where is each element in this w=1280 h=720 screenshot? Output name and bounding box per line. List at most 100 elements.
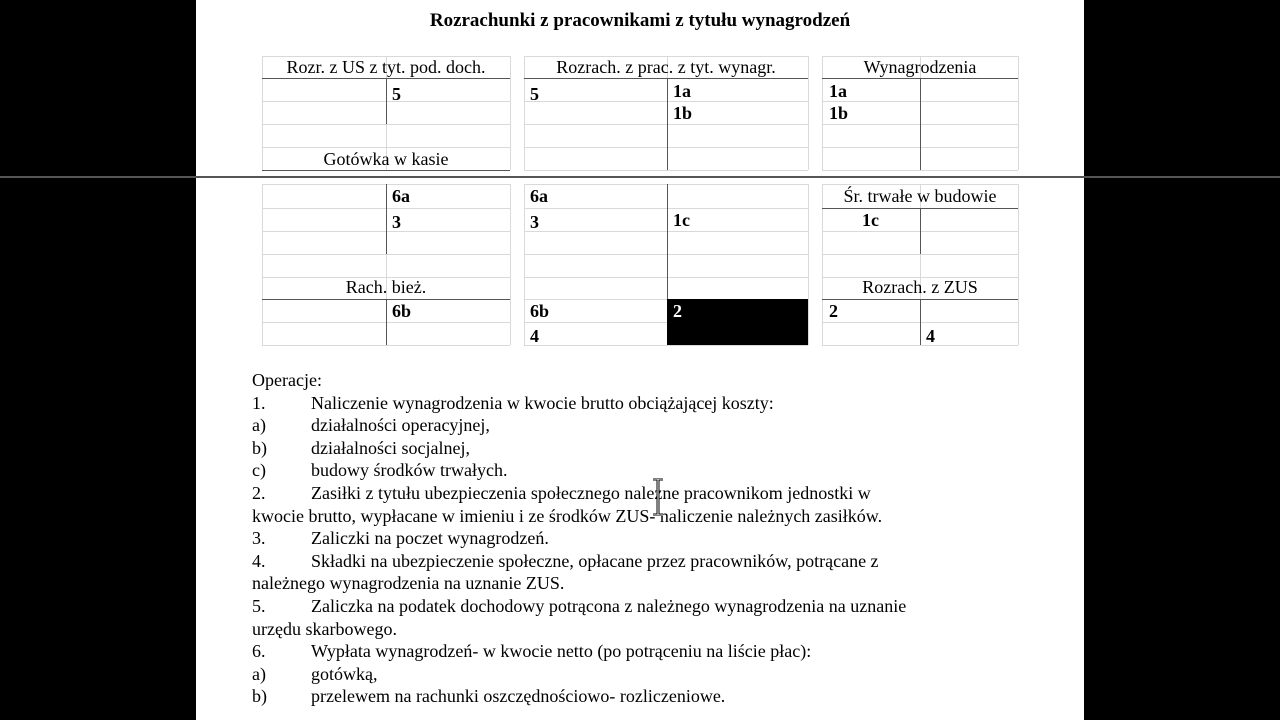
operation-line: 6. Wypłata wynagrodzeń- w kwocie netto (p… — [252, 640, 1052, 663]
operation-text: należnego wynagrodzenia na uznanie ZUS. — [252, 573, 565, 594]
operation-line: 5. Zaliczka na podatek dochodowy potrącon… — [252, 595, 1052, 618]
operation-line: urzędu skarbowego. — [252, 618, 1052, 641]
grid-line — [524, 208, 808, 209]
account-header-zus: Rozrach. z ZUS — [862, 277, 978, 297]
divider-line — [0, 176, 1280, 178]
operation-line: 4. Składki na ubezpieczenie społeczne, op… — [252, 550, 1052, 573]
entry: 1b — [673, 103, 693, 123]
selected-cell-block[interactable] — [667, 299, 808, 345]
operation-text: przelewem na rachunki oszczędnościowo- r… — [311, 686, 726, 707]
t-account-line — [920, 208, 921, 254]
operation-text: działalności operacyjnej, — [311, 415, 490, 436]
t-account-line — [386, 78, 387, 124]
t-account-line — [386, 184, 387, 254]
entry: 2 — [829, 301, 838, 321]
operation-line: Operacje: — [252, 369, 1052, 392]
grid-line — [1018, 56, 1019, 170]
account-header-rb: Rach. bież. — [345, 277, 427, 297]
operation-line: b) działalności socjalnej, — [252, 437, 1052, 460]
grid-line — [524, 170, 808, 171]
grid-line — [262, 184, 263, 345]
grid-line — [510, 184, 511, 345]
operation-line: należnego wynagrodzenia na uznanie ZUS. — [252, 572, 1052, 595]
operation-marker: a) — [252, 663, 266, 684]
operation-line: 1. Naliczenie wynagrodzenia w kwocie brut… — [252, 392, 1052, 415]
grid-line — [386, 184, 387, 345]
grid-line — [524, 322, 808, 323]
operation-marker: b) — [252, 686, 267, 707]
entry: 4 — [530, 326, 539, 346]
grid-line — [822, 345, 1018, 346]
operation-text: Zaliczka na podatek dochodowy potrącona … — [311, 595, 907, 616]
operation-text: Zasiłki z tytułu ubezpieczenia społeczne… — [311, 482, 871, 503]
operation-text: działalności socjalnej, — [311, 437, 470, 458]
operation-text: urzędu skarbowego. — [252, 618, 397, 639]
grid-line — [524, 231, 808, 232]
operation-text: Wypłata wynagrodzeń- w kwocie netto (po … — [311, 641, 812, 662]
entry: 1c — [862, 210, 879, 230]
entry: 6a — [392, 186, 410, 206]
grid-line — [524, 147, 808, 148]
operation-text: gotówką, — [311, 663, 378, 684]
account-header-kasa: Gotówka w kasie — [323, 149, 449, 169]
operation-marker: 2. — [252, 482, 266, 503]
operation-line: kwocie brutto, wypłacane w imieniu i ze … — [252, 505, 1052, 528]
grid-line — [808, 184, 809, 345]
entry: 3 — [392, 212, 401, 232]
operation-marker: c) — [252, 460, 266, 481]
entry: 1a — [829, 81, 847, 101]
t-account-line — [386, 299, 387, 345]
entry: 5 — [530, 84, 539, 104]
t-account-line — [524, 78, 808, 79]
entry: 6b — [530, 301, 550, 321]
grid-line — [920, 184, 921, 345]
page-title: Rozrachunki z pracownikami z tytułu wyna… — [429, 10, 851, 31]
grid-line — [822, 170, 1018, 171]
operation-marker: 6. — [252, 641, 266, 662]
grid-line — [262, 56, 263, 170]
operation-marker: 1. — [252, 392, 266, 413]
grid-line — [822, 184, 823, 345]
operation-text: Zaliczki na poczet wynagrodzeń. — [311, 528, 549, 549]
operation-marker: a) — [252, 415, 266, 436]
grid-line — [524, 184, 808, 185]
grid-line — [262, 345, 510, 346]
grid-line — [524, 345, 808, 346]
operation-text: Składki na ubezpieczenie społeczne, opła… — [311, 550, 879, 571]
grid-line — [524, 124, 808, 125]
operation-text: kwocie brutto, wypłacane w imieniu i ze … — [252, 505, 883, 526]
operation-marker: 4. — [252, 550, 266, 571]
entry: 4 — [926, 326, 935, 346]
entry: 1a — [673, 81, 691, 101]
grid-line — [510, 56, 511, 170]
operations-list: Operacje: 1. Naliczenie wynagrodzenia w kw… — [252, 369, 1052, 708]
operation-marker: Operacje: — [252, 370, 322, 390]
operation-line: a) gotówką, — [252, 663, 1052, 686]
account-header-prac: Rozrach. z prac. z tyt. wynagr. — [556, 57, 776, 77]
grid-line — [1018, 184, 1019, 345]
operation-marker: 5. — [252, 595, 266, 616]
entry: 1c — [673, 210, 690, 230]
t-account-line — [667, 78, 668, 170]
account-header-us: Rozr. z US z tyt. pod. doch. — [286, 57, 486, 77]
grid-line — [524, 56, 808, 57]
operation-line: 3. Zaliczki na poczet wynagrodzeń. — [252, 527, 1052, 550]
grid-line — [808, 56, 809, 170]
entry: 2 — [673, 301, 682, 321]
operation-marker: b) — [252, 437, 267, 458]
operation-line: a) działalności operacyjnej, — [252, 414, 1052, 437]
entry: 6b — [392, 301, 412, 321]
grid-line — [524, 277, 808, 278]
account-header-wyn: Wynagrodzenia — [863, 57, 977, 77]
entry: 6a — [530, 186, 548, 206]
entry: 5 — [392, 84, 401, 104]
grid-line — [524, 184, 525, 345]
grid-line — [524, 56, 525, 170]
t-account-line — [667, 184, 668, 345]
entry: 3 — [530, 212, 539, 232]
t-account-line — [920, 299, 921, 345]
grid-line — [822, 56, 823, 170]
operation-line: c) budowy środków trwałych. — [252, 459, 1052, 482]
grid-line — [524, 101, 808, 102]
entry: 1b — [829, 103, 849, 123]
